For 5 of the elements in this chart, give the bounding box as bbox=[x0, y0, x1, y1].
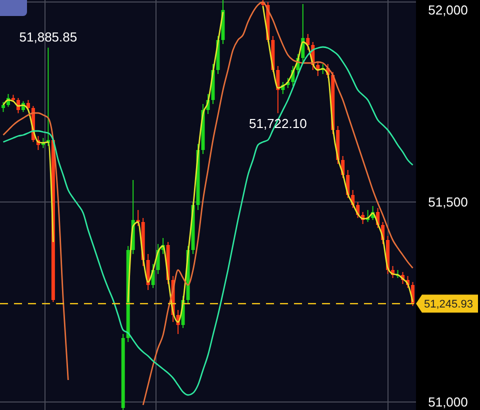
annotation: 51,885.85 bbox=[19, 30, 78, 45]
ref-line-label: 51,245.93 bbox=[424, 298, 473, 310]
y-tick-label: 52,000 bbox=[428, 2, 468, 18]
y-tick-label: 51,500 bbox=[428, 194, 468, 210]
y-tick-label: 51,000 bbox=[428, 394, 468, 410]
